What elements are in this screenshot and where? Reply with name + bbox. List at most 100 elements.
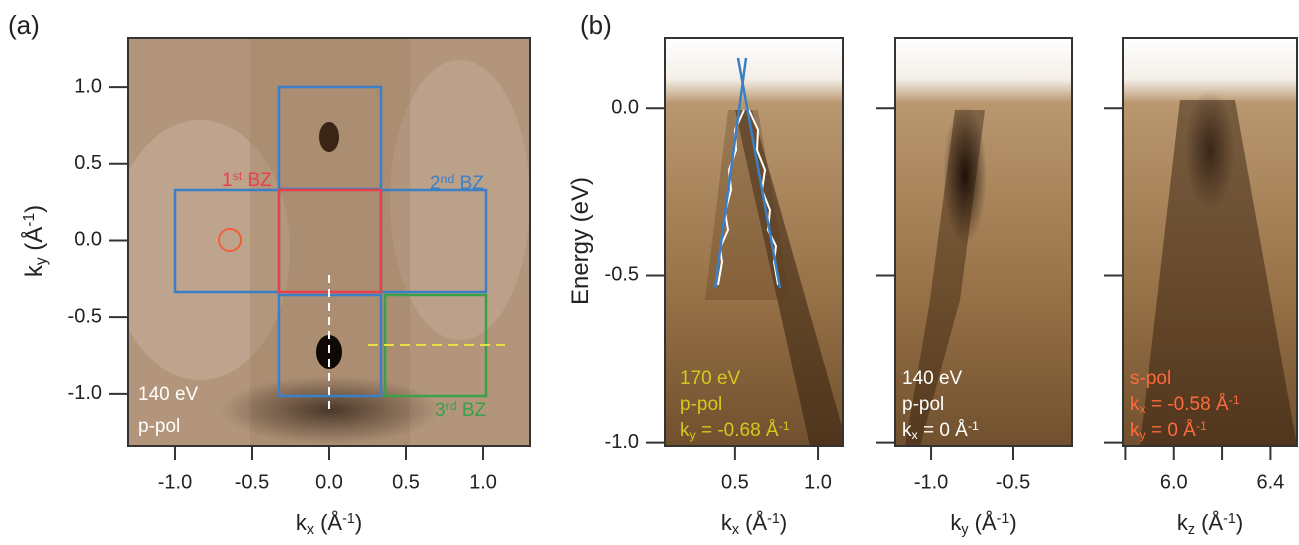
y-tick-label: 0.5 [74, 152, 102, 174]
x-tick-label: 1.0 [469, 471, 497, 493]
annotation: p-pol [902, 394, 944, 415]
text-segment: p-pol [138, 416, 180, 437]
text-segment: st [233, 169, 243, 183]
text-segment: -1 [21, 213, 38, 227]
x-tick-label: -1.0 [914, 471, 948, 493]
text-segment: (Å [314, 510, 342, 535]
annotation: ky = -0.68 Å-1 [680, 419, 790, 442]
y-tick-label: -1.0 [605, 431, 639, 453]
text-segment: y [690, 428, 697, 442]
annotation: 140 eV [138, 384, 199, 405]
text-segment: Energy (eV) [567, 177, 594, 305]
text-segment: (Å [20, 227, 48, 258]
text-segment: BZ [454, 173, 484, 194]
x-tick-label: 6.0 [1160, 471, 1188, 493]
y-axis-label: Energy (eV) [567, 177, 594, 305]
text-segment: k [950, 510, 962, 535]
text-segment: x [1140, 402, 1147, 416]
x-tick-label: 6.4 [1257, 471, 1285, 493]
x-tick-label: 0.5 [392, 471, 420, 493]
x-tick-label: 0.5 [721, 471, 749, 493]
x-tick-label: -0.5 [996, 471, 1030, 493]
text-segment: ) [1009, 510, 1016, 535]
annotation: 2nd BZ [430, 172, 484, 194]
annotation: p-pol [138, 416, 180, 437]
text-segment: = -0.68 Å [696, 420, 779, 441]
text-segment: ) [21, 205, 48, 213]
annotation: ky = 0 Å-1 [1130, 419, 1207, 442]
text-segment: -1 [1229, 393, 1240, 407]
text-segment: = 0 Å [1146, 420, 1196, 441]
text-segment: 3 [435, 400, 446, 421]
text-segment: k [902, 420, 912, 441]
text-segment: x [307, 522, 314, 538]
annotation: s-pol [1130, 368, 1171, 389]
annotation: 140 eV [902, 368, 963, 389]
y-tick-label: -0.5 [68, 305, 102, 327]
bz-boxes [173, 85, 505, 415]
text-segment: (Å [1195, 510, 1223, 535]
panel-label: (a) [8, 10, 40, 40]
text-segment: x [912, 428, 919, 442]
text-segment: ) [780, 510, 787, 535]
text-segment: k [1130, 394, 1140, 415]
spectrum-image [895, 38, 1072, 446]
text-segment: (Å [968, 510, 996, 535]
text-segment: z [1188, 522, 1195, 538]
y-tick-label: -1.0 [68, 382, 102, 404]
text-segment: p-pol [680, 394, 722, 415]
annotation: kx = 0 Å-1 [902, 419, 979, 442]
text-segment: k [296, 510, 308, 535]
x-axis-label: kx (Å-1) [721, 510, 787, 538]
x-tick-label: 0.0 [315, 471, 343, 493]
spectrum-image [665, 38, 843, 446]
y-tick-label: -0.5 [605, 264, 639, 286]
text-segment: k [1130, 420, 1140, 441]
text-segment: (Å [739, 510, 767, 535]
x-tick-label: -0.5 [235, 471, 269, 493]
text-segment: -1 [1196, 419, 1207, 433]
text-segment: -1 [779, 419, 790, 433]
annotation: p-pol [680, 394, 722, 415]
text-segment: 2 [430, 173, 441, 194]
text-segment: 1 [222, 170, 233, 191]
text-segment: -1 [767, 511, 780, 527]
text-segment: BZ [242, 170, 272, 191]
annotation: 170 eV [680, 368, 741, 389]
x-axis-label: ky (Å-1) [950, 510, 1016, 538]
text-segment: 170 eV [680, 368, 741, 389]
text-segment: x [732, 522, 739, 538]
text-segment: rd [446, 399, 457, 413]
y-tick-label: 0.0 [611, 97, 639, 119]
text-segment: ) [355, 510, 362, 535]
text-segment: s-pol [1130, 368, 1171, 389]
text-segment: y [33, 257, 50, 265]
text-segment: ) [1236, 510, 1243, 535]
y-tick-label: 0.0 [74, 229, 102, 251]
text-segment: k [21, 264, 48, 277]
text-segment: -1 [1223, 511, 1236, 527]
text-segment: = 0 Å [918, 420, 968, 441]
text-segment: BZ [457, 400, 487, 421]
spectrum-image [1123, 38, 1297, 446]
text-segment: y [1140, 428, 1147, 442]
text-segment: y [961, 522, 969, 538]
text-segment: 140 eV [138, 384, 199, 405]
x-tick-label: -1.0 [158, 471, 192, 493]
text-segment: k [1177, 510, 1189, 535]
text-segment: k [721, 510, 733, 535]
text-segment: -1 [342, 511, 355, 527]
panel-label: (b) [580, 10, 612, 40]
text-segment: k [680, 420, 690, 441]
text-segment: p-pol [902, 394, 944, 415]
y-tick-label: 1.0 [74, 75, 102, 97]
annotation: 1st BZ [222, 169, 272, 191]
annotation: kx = -0.58 Å-1 [1130, 393, 1240, 416]
x-tick-label: 1.0 [804, 471, 832, 493]
text-segment: -1 [997, 511, 1010, 527]
text-segment: -1 [968, 419, 979, 433]
text-segment: 140 eV [902, 368, 963, 389]
x-axis-label: kz (Å-1) [1177, 510, 1243, 538]
text-segment: nd [441, 172, 455, 186]
